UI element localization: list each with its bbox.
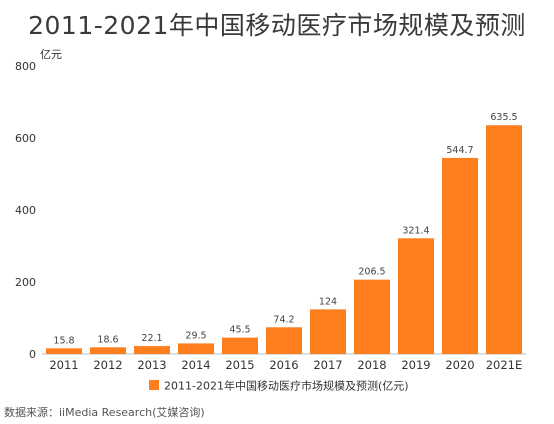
y-tick-label-0: 0 [29,348,36,361]
y-tick-label-4: 800 [15,60,36,73]
bar-2019 [398,238,434,354]
bar-2014 [178,343,214,354]
data-label-2018: 206.5 [358,267,385,278]
bar-2012 [90,347,126,354]
bar-2011 [46,348,82,354]
bar-2018 [354,279,390,354]
bar-2021E [486,125,522,354]
bar-2015 [222,337,258,354]
data-label-2019: 321.4 [402,225,429,236]
data-label-2017: 124 [319,296,337,307]
data-label-2021E: 635.5 [490,112,517,123]
y-tick-label-2: 400 [15,204,36,217]
data-label-2020: 544.7 [446,145,473,156]
data-label-2016: 74.2 [273,314,294,325]
data-label-2012: 18.6 [97,334,118,345]
source-note: 数据来源：iiMedia Research(艾媒咨询) [4,406,205,419]
x-tick-label-2015: 2015 [225,358,254,372]
x-tick-label-2019: 2019 [401,358,430,372]
chart-title: 2011-2021年中国移动医疗市场规模及预测 [28,11,526,40]
x-tick-label-2018: 2018 [357,358,386,372]
y-tick-label-3: 600 [15,132,36,145]
data-label-2011: 15.8 [53,335,74,346]
x-tick-label-2014: 2014 [181,358,210,372]
bar-2013 [134,346,170,354]
x-tick-label-2016: 2016 [269,358,298,372]
x-tick-label-2013: 2013 [137,358,166,372]
y-tick-label-1: 200 [15,276,36,289]
x-tick-label-2020: 2020 [445,358,474,372]
legend-label: 2011-2021年中国移动医疗市场规模及预测(亿元) [164,379,409,393]
bar-2017 [310,309,346,354]
x-tick-label-2017: 2017 [313,358,342,372]
bar-2016 [266,327,302,354]
bar-2020 [442,157,478,354]
x-tick-label-2011: 2011 [49,358,78,372]
data-label-2013: 22.1 [141,333,162,344]
legend-swatch [149,380,159,390]
x-tick-label-2021E: 2021E [486,358,523,372]
y-axis-unit: 亿元 [40,48,62,61]
data-label-2015: 45.5 [229,325,250,336]
data-label-2014: 29.5 [185,330,206,341]
x-tick-label-2012: 2012 [93,358,122,372]
